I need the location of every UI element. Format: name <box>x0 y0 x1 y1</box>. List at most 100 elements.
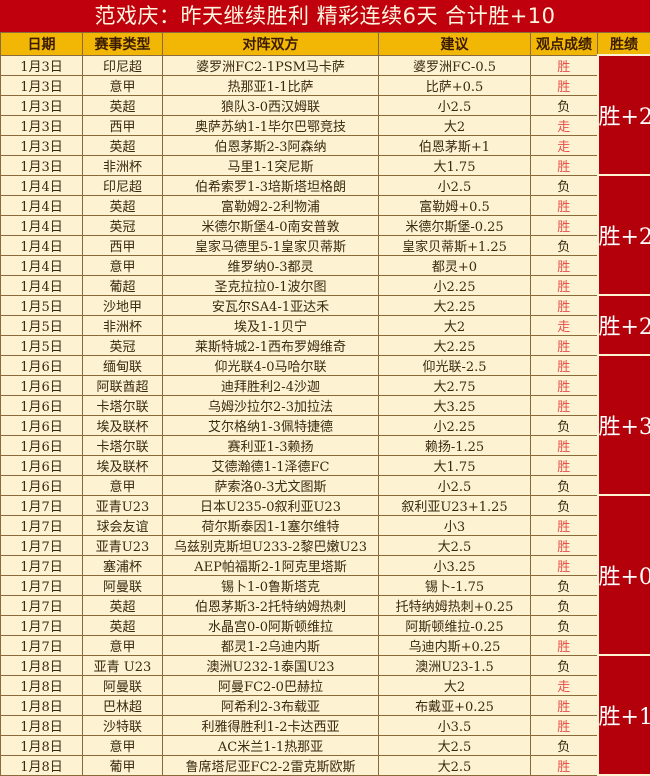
result-cell: 走 <box>531 115 598 135</box>
tip-cell: 赖扬-1.25 <box>379 435 531 455</box>
league-cell: 亚青 U23 <box>83 655 163 675</box>
result-cell: 负 <box>531 475 598 495</box>
date-cell: 1月4日 <box>1 215 83 235</box>
header-league: 赛事类型 <box>83 33 163 56</box>
date-cell: 1月8日 <box>1 735 83 755</box>
date-cell: 1月6日 <box>1 375 83 395</box>
match-cell: 莱斯特城2-1西布罗姆维奇 <box>163 335 379 355</box>
result-cell: 胜 <box>531 435 598 455</box>
match-cell: 鲁席塔尼亚FC2-2雷克斯欧斯 <box>163 755 379 775</box>
tip-cell: 小3 <box>379 515 531 535</box>
result-cell: 胜 <box>531 555 598 575</box>
result-cell: 胜 <box>531 695 598 715</box>
result-cell: 胜 <box>531 515 598 535</box>
league-cell: 巴林超 <box>83 695 163 715</box>
match-cell: 奥萨苏纳1-1毕尔巴鄂竞技 <box>163 115 379 135</box>
date-cell: 1月5日 <box>1 335 83 355</box>
header-summary: 胜绩 <box>598 33 650 56</box>
date-cell: 1月8日 <box>1 655 83 675</box>
league-cell: 意甲 <box>83 475 163 495</box>
date-cell: 1月7日 <box>1 495 83 515</box>
league-cell: 英冠 <box>83 335 163 355</box>
match-cell: 狼队3-0西汉姆联 <box>163 95 379 115</box>
league-cell: 印尼超 <box>83 55 163 75</box>
result-cell: 胜 <box>531 535 598 555</box>
league-cell: 葡甲 <box>83 755 163 775</box>
league-cell: 英超 <box>83 95 163 115</box>
tip-cell: 阿斯顿维拉-0.25 <box>379 615 531 635</box>
result-cell: 胜 <box>531 195 598 215</box>
match-cell: 阿希利2-3布载亚 <box>163 695 379 715</box>
league-cell: 葡超 <box>83 275 163 295</box>
result-cell: 胜 <box>531 715 598 735</box>
match-cell: 锡卜1-0鲁斯塔克 <box>163 575 379 595</box>
header-result: 观点成绩 <box>531 33 598 56</box>
date-cell: 1月3日 <box>1 55 83 75</box>
date-cell: 1月3日 <box>1 135 83 155</box>
tip-cell: 大1.75 <box>379 455 531 475</box>
date-cell: 1月4日 <box>1 175 83 195</box>
result-cell: 负 <box>531 615 598 635</box>
league-cell: 西甲 <box>83 115 163 135</box>
date-cell: 1月5日 <box>1 295 83 315</box>
match-cell: 阿曼FC2-0巴赫拉 <box>163 675 379 695</box>
match-cell: 伯恩茅斯2-3阿森纳 <box>163 135 379 155</box>
league-cell: 英冠 <box>83 215 163 235</box>
tip-cell: 小2.5 <box>379 475 531 495</box>
tip-cell: 伯恩茅斯+1 <box>379 135 531 155</box>
date-cell: 1月7日 <box>1 575 83 595</box>
date-cell: 1月6日 <box>1 395 83 415</box>
date-cell: 1月8日 <box>1 695 83 715</box>
daily-summary-cell: 胜+1 <box>598 655 650 775</box>
result-cell: 胜 <box>531 355 598 375</box>
match-cell: 伯恩茅斯3-2托特纳姆热刺 <box>163 595 379 615</box>
match-cell: 水晶宫0-0阿斯顿维拉 <box>163 615 379 635</box>
daily-summary-cell: 胜+2 <box>598 55 650 175</box>
league-cell: 沙特联 <box>83 715 163 735</box>
match-cell: 艾德瀚德1-1泽德FC <box>163 455 379 475</box>
result-cell: 胜 <box>531 375 598 395</box>
date-cell: 1月8日 <box>1 675 83 695</box>
tip-cell: 仰光联-2.5 <box>379 355 531 375</box>
tip-cell: 锡卜-1.75 <box>379 575 531 595</box>
match-cell: 萨索洛0-3尤文图斯 <box>163 475 379 495</box>
date-cell: 1月6日 <box>1 455 83 475</box>
tip-cell: 小3.25 <box>379 555 531 575</box>
match-cell: 埃及1-1贝宁 <box>163 315 379 335</box>
tip-cell: 皇家贝蒂斯+1.25 <box>379 235 531 255</box>
tip-cell: 澳洲U23-1.5 <box>379 655 531 675</box>
header-date: 日期 <box>1 33 83 56</box>
date-cell: 1月5日 <box>1 315 83 335</box>
daily-summary-cell: 胜+3 <box>598 355 650 495</box>
tip-cell: 托特纳姆热刺+0.25 <box>379 595 531 615</box>
league-cell: 意甲 <box>83 255 163 275</box>
date-cell: 1月3日 <box>1 75 83 95</box>
result-cell: 负 <box>531 235 598 255</box>
result-cell: 胜 <box>531 335 598 355</box>
league-cell: 球会友谊 <box>83 515 163 535</box>
league-cell: 非洲杯 <box>83 315 163 335</box>
tip-cell: 大3.25 <box>379 395 531 415</box>
tip-cell: 小2.5 <box>379 95 531 115</box>
daily-summary-cell: 胜+2 <box>598 175 650 295</box>
match-cell: 澳洲U232-1泰国U23 <box>163 655 379 675</box>
match-cell: 赛利亚1-3赖扬 <box>163 435 379 455</box>
tip-cell: 布戴亚+0.25 <box>379 695 531 715</box>
daily-summary-cell: 胜+2 <box>598 295 650 355</box>
tip-cell: 富勒姆+0.5 <box>379 195 531 215</box>
tip-cell: 比萨+0.5 <box>379 75 531 95</box>
date-cell: 1月6日 <box>1 475 83 495</box>
